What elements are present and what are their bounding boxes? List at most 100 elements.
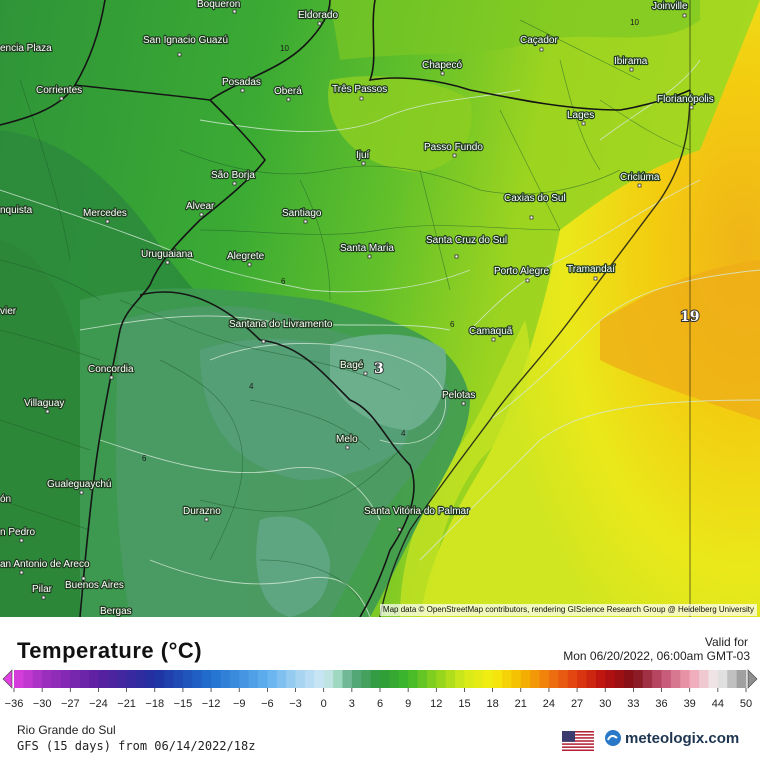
colorbar-swatch — [60, 670, 71, 688]
city-label: Boqueron — [197, 0, 240, 10]
city-label: Tramandaí — [567, 264, 615, 275]
colorbar-tick-label: −30 — [33, 698, 52, 710]
city-label: Concordia — [88, 364, 134, 375]
city-label: Camaquã — [469, 326, 513, 337]
brand-logo[interactable]: meteologix.com — [604, 729, 739, 747]
colorbar-swatch — [398, 670, 409, 688]
colorbar-tick-label: 27 — [571, 698, 583, 710]
colorbar-swatch — [502, 670, 512, 688]
colorbar-swatch — [567, 670, 578, 688]
colorbar-swatch — [117, 670, 128, 688]
us-flag-icon[interactable] — [562, 731, 594, 751]
colorbar-swatch — [342, 670, 353, 688]
colorbar-tick-label: −15 — [174, 698, 193, 710]
colorbar-swatch — [239, 670, 250, 688]
colorbar-swatch — [717, 670, 728, 688]
city-label: Porto Alegre — [494, 266, 549, 277]
city-label: Melo — [336, 434, 358, 445]
city-label: Florianópolis — [657, 94, 714, 105]
city-label: Santa Maria — [340, 243, 394, 254]
colorbar-tick-label: 39 — [684, 698, 696, 710]
colorbar-swatch — [483, 670, 494, 688]
colorbar-swatch — [577, 670, 587, 688]
city-label: Pilar — [32, 584, 53, 595]
colorbar-ticks: −36 −30 −27 −24 −21 −18 −15 −12 −9 −6 −3 0 3 6 9 12 15 18… — [5, 688, 752, 710]
colorbar-swatch — [464, 670, 475, 688]
colorbar-swatch — [79, 670, 90, 688]
colorbar-swatch — [14, 670, 24, 688]
colorbar-swatch — [107, 670, 118, 688]
city-label: Joinville — [652, 1, 688, 12]
colorbar-swatch — [32, 670, 43, 688]
city-label: Villaguay — [24, 398, 64, 409]
colorbar-swatch — [708, 670, 719, 688]
colorbar-swatch — [548, 670, 559, 688]
colorbar-swatch — [680, 670, 691, 688]
temperature-colorbar: −36 −30 −27 −24 −21 −18 −15 −12 −9 −6 −3 0 3 6 9 12 15 18… — [2, 669, 758, 710]
city-label: Santa Cruz do Sul — [426, 235, 507, 246]
colorbar-swatch — [642, 670, 653, 688]
city-label: Eldorado — [298, 10, 338, 21]
temperature-isolines — [0, 59, 760, 617]
city-label: Mercedes — [83, 208, 127, 219]
colorbar-swatch — [426, 670, 437, 688]
colorbar-swatch — [173, 670, 184, 688]
colorbar-min-arrow — [2, 669, 13, 689]
colorbar-swatch — [145, 670, 156, 688]
city-label: Santiago — [282, 208, 322, 219]
colorbar-swatch — [380, 670, 390, 688]
colorbar-swatch — [211, 670, 221, 688]
colorbar-tick-label: 3 — [349, 698, 355, 710]
colorbar-tick-label: 30 — [599, 698, 611, 710]
colorbar-swatch — [276, 670, 287, 688]
colorbar-swatch — [736, 670, 747, 688]
city-label: Chapecó — [422, 60, 462, 71]
isoline-label: 6 — [281, 277, 286, 286]
colorbar-swatch — [23, 670, 34, 688]
isoline-labels: 10 10 6 4 6 6 4 — [142, 18, 639, 463]
colorbar-tick-label: 18 — [486, 698, 498, 710]
colorbar-swatch — [652, 670, 662, 688]
city-label: Santana do Livramento — [229, 319, 333, 330]
region-name: Rio Grande do Sul — [17, 723, 116, 737]
colorbar-swatch — [539, 670, 550, 688]
colorbar-swatch — [304, 670, 315, 688]
colorbar-swatch — [164, 670, 174, 688]
colorbar-swatch — [408, 670, 418, 688]
city-label: Gualeguaychú — [47, 479, 112, 490]
city-label: nquista — [0, 205, 33, 216]
city-label: Alvear — [186, 201, 215, 212]
temperature-map[interactable]: Boqueron Eldorado Joinville San Ignacio … — [0, 0, 760, 617]
colorbar-swatches — [14, 670, 747, 688]
colorbar-swatch — [51, 670, 62, 688]
city-label: Bagé — [340, 360, 364, 371]
map-attribution[interactable]: Map data © OpenStreetMap contributors, r… — [379, 604, 757, 616]
colorbar-swatch — [295, 670, 306, 688]
colorbar-swatch — [436, 670, 447, 688]
colorbar-swatch — [417, 670, 428, 688]
temperature-value-label: 3 — [374, 361, 384, 377]
colorbar-swatch — [136, 670, 146, 688]
city-label: Bergas — [100, 606, 132, 617]
colorbar-swatch — [624, 670, 634, 688]
colorbar-tick-label: 9 — [405, 698, 411, 710]
city-label: Santa Vitória do Palmar — [364, 506, 470, 517]
country-borders — [0, 0, 691, 617]
city-label: Buenos Aires — [65, 580, 124, 591]
colorbar-max-arrow — [747, 669, 758, 689]
colorbar-swatch — [699, 670, 709, 688]
city-label: Oberá — [274, 86, 302, 97]
colorbar-tick-label: −3 — [289, 698, 302, 710]
colorbar-tick-label: 12 — [430, 698, 442, 710]
colorbar-swatch — [689, 670, 700, 688]
colorbar-tick-label: −21 — [117, 698, 136, 710]
city-label: encia Plaza — [0, 43, 52, 54]
city-label: n Pedro — [0, 527, 35, 538]
city-label: Corrientes — [36, 85, 82, 96]
colorbar-tick-label: 6 — [377, 698, 383, 710]
city-label: Alegrete — [227, 251, 265, 262]
colorbar-tick-label: 24 — [543, 698, 555, 710]
colorbar-swatch — [98, 670, 109, 688]
colorbar-tick-label: −18 — [145, 698, 164, 710]
model-run: GFS (15 days) from 06/14/2022/18z — [17, 739, 256, 753]
